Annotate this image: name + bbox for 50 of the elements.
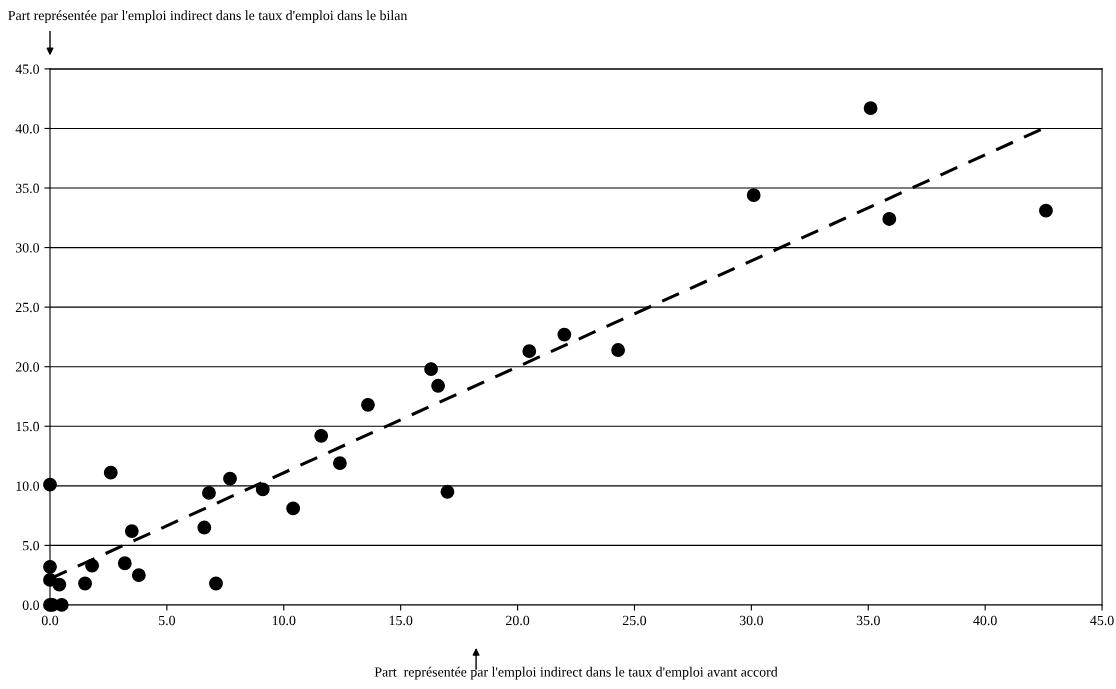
point [882,212,897,226]
x-tick-label: 0.0 [41,615,59,626]
point [314,428,329,443]
point [202,486,216,500]
x-tick-label: 20.0 [506,615,530,626]
point [522,344,537,359]
x-tick-label: 45.0 [1090,615,1114,626]
point [440,484,455,499]
x-tick-label: 40.0 [973,615,997,626]
point [117,556,132,571]
y-tick-label: 20.0 [15,362,40,372]
point [557,327,572,342]
x-tick-label: 15.0 [389,615,413,626]
y-axis-title: Part représentée par l'emploi indirect dans le taux d'emploi dans le bilan [8,10,408,23]
x-tick-label: 10.0 [272,615,296,626]
y-tick-label: 45.0 [15,64,40,74]
point [255,482,270,497]
point [863,101,878,116]
x-tick-label: 25.0 [622,615,647,626]
point [103,465,118,480]
point [131,568,146,583]
point [1039,203,1053,218]
point [424,362,438,376]
point [85,558,99,573]
x-tick-label: 5.0 [159,615,176,626]
y-tick-label: 15.0 [16,421,40,432]
x-tick-label: 35.0 [856,615,880,626]
x-tick-label: 30.0 [739,615,763,626]
point [124,524,139,538]
point [209,576,223,591]
x-axis-title: Part représentée par l'emploi indirect dans le taux d'emploi avant accord [374,666,778,680]
y-tick-label: 40.0 [15,124,40,134]
y-tick-label: 5.0 [23,540,40,551]
y-tick-label: 30.0 [15,243,40,253]
point [746,188,761,203]
point [611,343,626,357]
point [223,471,237,486]
y-tick-label: 25.0 [15,302,40,313]
point [197,520,212,535]
point [286,501,301,516]
point [431,378,445,393]
point [52,577,67,592]
y-tick-label: 0.0 [22,600,40,610]
point [361,397,375,412]
y-tick-label: 35.0 [15,183,40,194]
point [78,576,92,591]
point [43,559,57,574]
point [43,477,57,492]
point [332,456,347,471]
y-tick-label: 10.0 [16,481,40,491]
